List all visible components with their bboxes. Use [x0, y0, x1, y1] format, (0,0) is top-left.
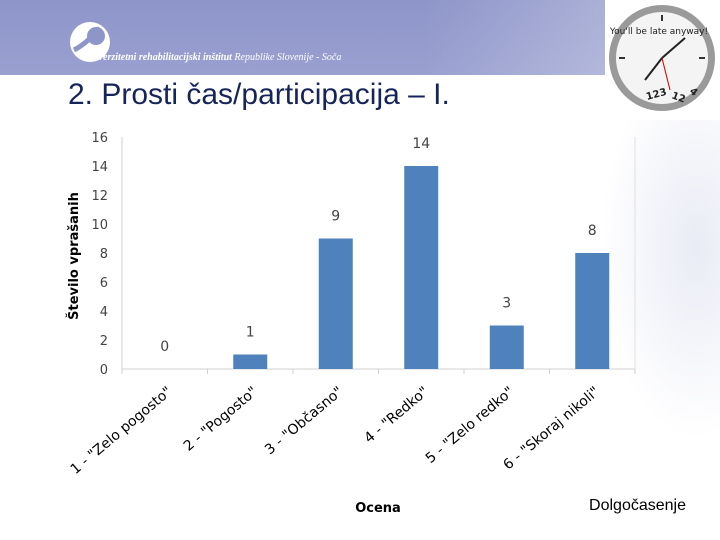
footer-label: Dolgočasenje	[589, 497, 686, 514]
slide-title: 2. Prosti čas/participacija – I.	[68, 78, 450, 111]
y-tick-label: 10	[91, 218, 108, 233]
institute-logo-icon	[70, 22, 110, 62]
bar-value-label: 0	[160, 339, 169, 355]
y-tick-label: 0	[100, 363, 108, 378]
svg-text:12: 12	[670, 90, 687, 105]
y-tick-label: 2	[100, 334, 108, 349]
bar-value-label: 14	[412, 136, 430, 152]
y-tick-label: 12	[91, 189, 108, 204]
bar-value-label: 8	[588, 223, 597, 239]
y-tick-label: 8	[100, 247, 108, 262]
side-decoration	[600, 120, 720, 440]
x-tick-label: 3 - "Občasno"	[262, 384, 346, 458]
bar	[318, 238, 353, 369]
bar	[489, 325, 524, 369]
y-tick-label: 4	[100, 305, 108, 320]
bar-value-label: 1	[246, 325, 255, 341]
bar-value-label: 9	[331, 209, 340, 225]
x-tick-label: 4 - "Redko"	[361, 384, 431, 447]
bar-value-label: 3	[502, 296, 511, 312]
bar	[404, 166, 439, 369]
x-tick-label: 2 - "Pogosto"	[181, 384, 261, 455]
clock-caption: You'll be late anyway!	[609, 27, 708, 37]
x-axis-label: Ocena	[355, 501, 401, 516]
clock-icon: You'll be late anyway! 123 12 4	[605, 0, 720, 118]
y-axis-label: Število vprašanih	[66, 192, 82, 320]
bar	[575, 253, 610, 369]
institution-name: Univerzitetni rehabilitacijski inštitut …	[83, 52, 342, 63]
bar	[233, 354, 268, 369]
y-tick-label: 6	[100, 276, 108, 291]
y-tick-label: 14	[91, 160, 108, 175]
svg-text:123: 123	[645, 87, 668, 103]
y-tick-label: 16	[91, 131, 108, 146]
x-tick-label: 1 - "Zelo pogosto"	[68, 384, 176, 478]
x-tick-label: 5 - "Zelo redko"	[423, 384, 518, 467]
